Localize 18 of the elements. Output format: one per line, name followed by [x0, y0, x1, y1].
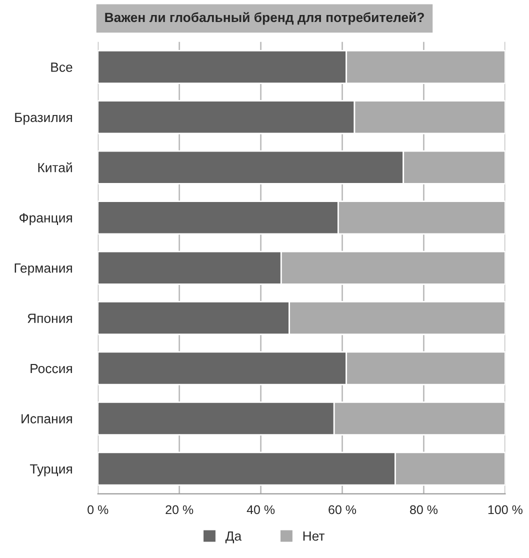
legend-label: Да — [225, 532, 242, 544]
x-tick-label: 100 % — [488, 505, 522, 514]
y-tick-label: Все — [51, 62, 72, 72]
y-tick-label: Испания — [22, 414, 72, 424]
y-tick-label: Бразилия — [15, 112, 72, 125]
y-tick-label: Россия — [30, 364, 72, 374]
y-tick-label: Германия — [14, 264, 72, 276]
x-tick-label: 0 % — [88, 505, 108, 514]
x-tick-label: 60 % — [328, 505, 356, 514]
y-tick-label: Китай — [38, 162, 72, 172]
y-tick-label: Япония — [28, 314, 72, 323]
legend-label: Нет — [303, 532, 325, 541]
chart-title: Важен ли глобальный бренд для потребителей? — [105, 12, 424, 25]
y-tick-label: Франция — [20, 213, 72, 226]
x-tick-label: 20 % — [166, 505, 194, 514]
x-tick-label: 80 % — [410, 505, 438, 514]
x-tick-label: 40 % — [246, 505, 275, 514]
y-tick-label: Турция — [30, 464, 72, 476]
